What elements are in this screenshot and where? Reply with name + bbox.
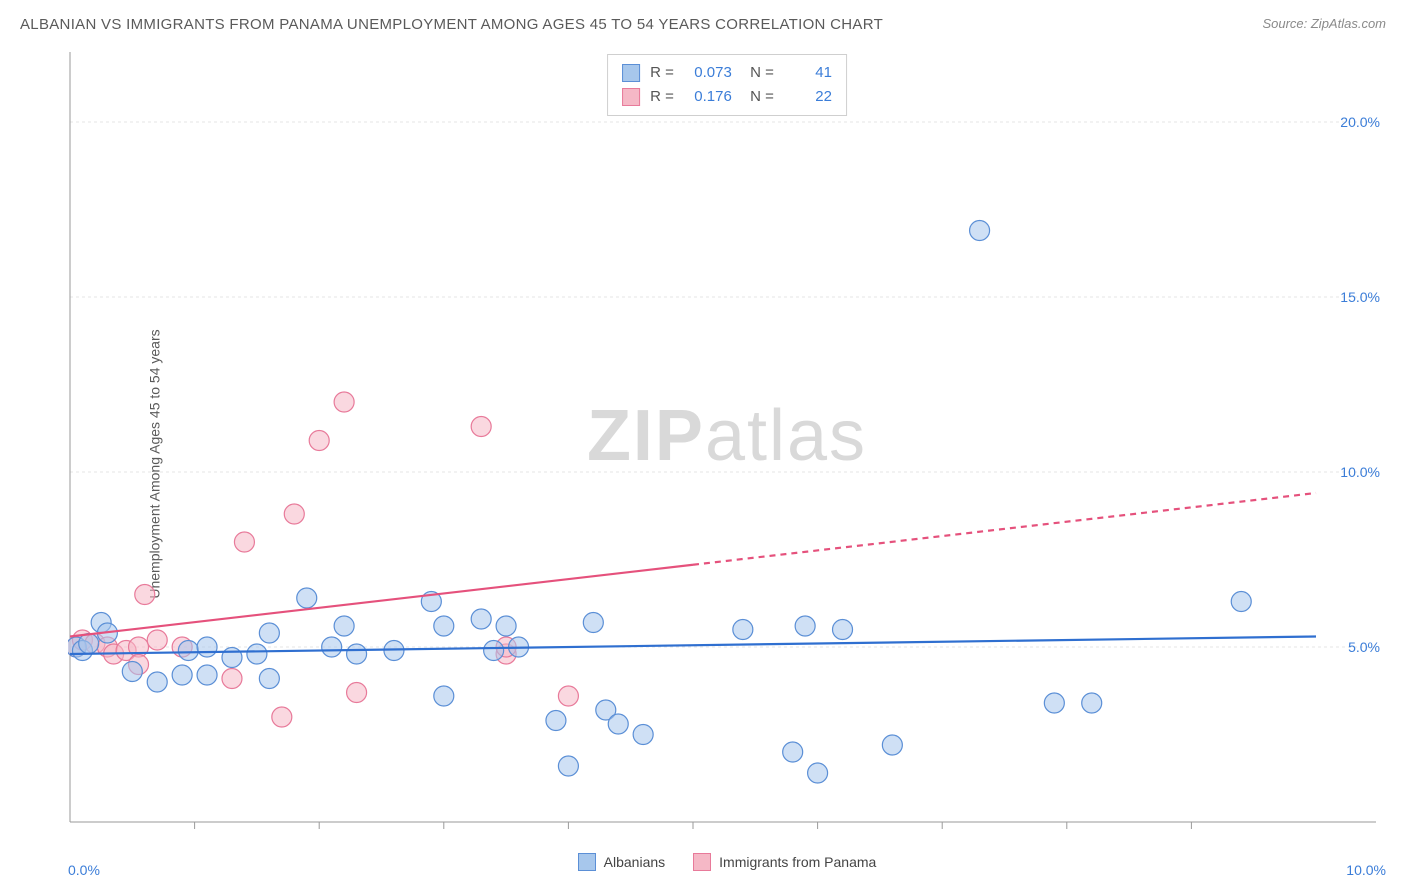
plot-area: ZIPatlas R = 0.073 N = 41 R = 0.176 N = … — [68, 48, 1386, 840]
legend-swatch-1 — [622, 64, 640, 82]
chart-title: ALBANIAN VS IMMIGRANTS FROM PANAMA UNEMP… — [20, 16, 883, 33]
bottom-legend: Albanians Immigrants from Panama — [68, 844, 1386, 880]
legend-swatch-bottom-2 — [693, 853, 711, 871]
scatter-svg — [68, 48, 1386, 840]
legend-swatch-bottom-1 — [578, 853, 596, 871]
y-tick-label: 20.0% — [1340, 114, 1380, 130]
legend-item-2: Immigrants from Panama — [693, 853, 876, 871]
y-tick-label: 5.0% — [1348, 639, 1380, 655]
source-label: Source: ZipAtlas.com — [1262, 16, 1386, 31]
legend-item-1: Albanians — [578, 853, 666, 871]
stats-row-1: R = 0.073 N = 41 — [622, 61, 832, 85]
y-tick-label: 10.0% — [1340, 464, 1380, 480]
y-tick-label: 15.0% — [1340, 289, 1380, 305]
stats-row-2: R = 0.176 N = 22 — [622, 85, 832, 109]
stats-legend: R = 0.073 N = 41 R = 0.176 N = 22 — [607, 54, 847, 116]
legend-swatch-2 — [622, 88, 640, 106]
